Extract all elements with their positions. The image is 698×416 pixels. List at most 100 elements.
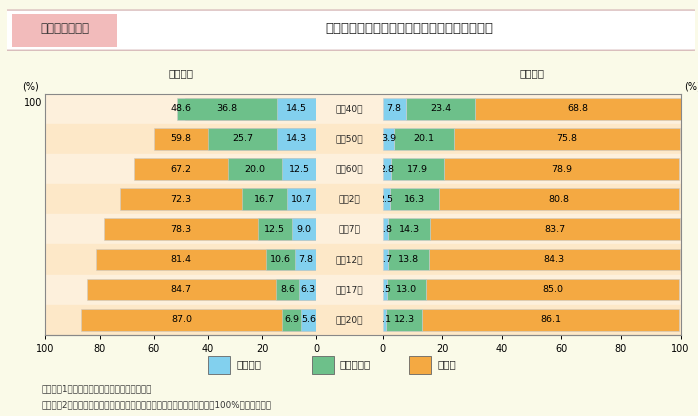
Text: 16.3: 16.3 (403, 195, 425, 204)
Bar (208, 357, 230, 374)
Text: 87.0: 87.0 (171, 315, 192, 324)
Bar (316, 124, 383, 154)
Bar (45, 154, 316, 184)
Bar (383, 305, 681, 335)
Text: 家族従業者: 家族従業者 (340, 359, 371, 369)
Bar (295, 249, 316, 270)
Bar (475, 98, 681, 119)
Bar (228, 158, 316, 180)
Bar (282, 309, 316, 331)
Bar (87, 279, 316, 300)
Text: 84.3: 84.3 (544, 255, 565, 264)
Text: 昭和40年: 昭和40年 (336, 104, 363, 113)
Text: 68.8: 68.8 (567, 104, 588, 113)
Bar (438, 188, 679, 210)
Text: 第１－２－３図: 第１－２－３図 (40, 22, 89, 35)
Bar (316, 244, 383, 275)
Text: 〈女性〉: 〈女性〉 (168, 68, 193, 78)
Text: 20.1: 20.1 (414, 134, 435, 144)
Text: 85.0: 85.0 (542, 285, 563, 294)
Text: 13.8: 13.8 (398, 255, 419, 264)
Bar (316, 94, 383, 124)
Bar (277, 98, 316, 119)
Bar (208, 128, 316, 150)
Bar (431, 218, 680, 240)
Text: 3.9: 3.9 (380, 134, 396, 144)
Text: 2．他に「従業上の地位不詳」のデータがあるため，合計しても100%にならない。: 2．他に「従業上の地位不詳」のデータがあるため，合計しても100%にならない。 (42, 400, 272, 409)
FancyBboxPatch shape (0, 10, 698, 50)
Bar (409, 357, 431, 374)
Text: 14.3: 14.3 (286, 134, 307, 144)
Text: 59.8: 59.8 (170, 134, 191, 144)
Text: 84.7: 84.7 (171, 285, 192, 294)
Bar (426, 279, 679, 300)
Text: 17.9: 17.9 (407, 164, 428, 173)
Text: (%): (%) (684, 82, 698, 92)
Text: 14.3: 14.3 (399, 225, 419, 234)
Text: 12.5: 12.5 (289, 164, 310, 173)
Text: 14.5: 14.5 (286, 104, 307, 113)
Bar (316, 184, 383, 214)
Bar (316, 275, 383, 305)
Text: 5.6: 5.6 (301, 315, 316, 324)
Text: 83.7: 83.7 (544, 225, 566, 234)
Text: 81.4: 81.4 (170, 255, 191, 264)
Bar (383, 154, 681, 184)
Text: 〈男性〉: 〈男性〉 (519, 68, 544, 78)
Text: 平成7年: 平成7年 (339, 225, 360, 234)
Bar (287, 188, 316, 210)
Bar (242, 188, 316, 210)
Bar (383, 98, 406, 119)
Text: 1.8: 1.8 (378, 225, 393, 234)
Bar (45, 184, 316, 214)
Bar (391, 158, 444, 180)
Text: 平成12年: 平成12年 (336, 255, 363, 264)
Text: 6.3: 6.3 (300, 285, 315, 294)
Text: 100: 100 (24, 98, 42, 108)
Text: 1.7: 1.7 (378, 255, 392, 264)
Text: 7.8: 7.8 (387, 104, 401, 113)
Bar (406, 98, 475, 119)
Bar (383, 249, 387, 270)
Bar (383, 184, 681, 214)
Text: 昭和50年: 昭和50年 (336, 134, 363, 144)
Text: 平成20年: 平成20年 (336, 315, 363, 324)
Text: 23.4: 23.4 (430, 104, 451, 113)
Text: 昭和60年: 昭和60年 (336, 164, 363, 173)
Text: 雇用者: 雇用者 (437, 359, 456, 369)
Text: 12.3: 12.3 (394, 315, 415, 324)
Bar (184, 98, 316, 119)
Bar (383, 218, 388, 240)
Bar (390, 188, 438, 210)
Bar (104, 218, 316, 240)
Bar (311, 357, 334, 374)
Bar (45, 94, 316, 124)
Bar (267, 249, 316, 270)
Bar (45, 124, 316, 154)
Text: 16.7: 16.7 (254, 195, 275, 204)
Text: 78.3: 78.3 (170, 225, 192, 234)
Bar (422, 309, 679, 331)
Bar (386, 309, 422, 331)
Text: 86.1: 86.1 (540, 315, 561, 324)
Bar (383, 94, 681, 124)
Text: 80.8: 80.8 (549, 195, 570, 204)
Bar (388, 218, 431, 240)
Text: 25.7: 25.7 (232, 134, 253, 144)
Bar (134, 158, 316, 180)
Bar (292, 218, 316, 240)
Bar (154, 128, 316, 150)
Text: 9.0: 9.0 (297, 225, 311, 234)
Bar (387, 279, 426, 300)
Text: 1.5: 1.5 (377, 285, 392, 294)
Text: 平成2年: 平成2年 (339, 195, 360, 204)
Text: 10.7: 10.7 (291, 195, 312, 204)
Bar (80, 309, 316, 331)
Bar (96, 249, 316, 270)
Text: 36.8: 36.8 (216, 104, 237, 113)
Bar (383, 275, 681, 305)
Text: 平成17年: 平成17年 (336, 285, 363, 294)
Text: 1.1: 1.1 (377, 315, 392, 324)
Bar (45, 305, 316, 335)
Bar (316, 154, 383, 184)
